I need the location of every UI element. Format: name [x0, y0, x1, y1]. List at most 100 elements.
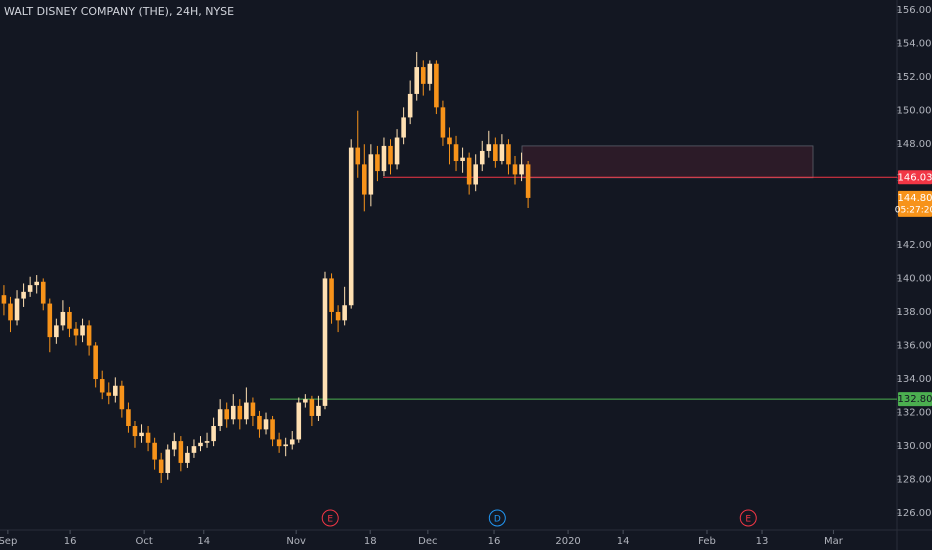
candle-body [67, 311, 72, 329]
candle-body [453, 144, 459, 162]
candle-body [250, 402, 256, 416]
candle-body [270, 419, 275, 440]
event-marker [488, 509, 506, 527]
candle-body [211, 426, 216, 442]
price-tag-label: 146.03 [898, 172, 932, 183]
price-tag [898, 392, 932, 407]
candle-body [486, 144, 492, 151]
candle-body [434, 63, 439, 108]
candle-body [466, 157, 472, 185]
candle-body [204, 441, 210, 443]
x-tick-label: Oct [136, 536, 153, 547]
x-tick-label: Sep [0, 536, 17, 547]
candle-body [447, 137, 452, 145]
candle-body [198, 442, 203, 447]
candle-body [329, 278, 334, 312]
candle-body [27, 285, 33, 292]
candle-body [257, 415, 262, 430]
candle-body [191, 446, 197, 453]
x-tick-label: Feb [698, 536, 716, 547]
candle-body [394, 137, 400, 165]
candle-body [440, 107, 446, 138]
event-label: E [327, 515, 333, 525]
candle-body [244, 402, 249, 420]
candle-body [368, 154, 374, 195]
candle-body [473, 164, 478, 185]
candle-body [126, 409, 131, 427]
price-tag-label: 132.80 [898, 394, 932, 405]
candle-body [407, 93, 413, 118]
candle-body [512, 164, 518, 175]
y-tick-label: 154.00 [897, 39, 932, 50]
candle-body [80, 325, 85, 336]
candle-body [73, 328, 79, 336]
candle-body [289, 439, 295, 445]
candle-body [152, 442, 157, 460]
candle-body [388, 145, 393, 165]
y-tick-label: 150.00 [897, 106, 932, 117]
candle-body [499, 144, 505, 162]
candle-body [342, 305, 347, 321]
x-tick-label: Nov [286, 536, 306, 547]
chart-title: WALT DISNEY COMPANY (THE), 24H, NYSE [4, 5, 234, 18]
candle-body [86, 325, 92, 346]
candle-body [296, 402, 302, 440]
candle-body [303, 399, 308, 403]
candle-body [479, 150, 485, 165]
x-tick-label: 13 [756, 536, 769, 547]
event-marker [739, 509, 757, 527]
candle-body [132, 426, 138, 437]
candle-body [460, 157, 465, 162]
event-label: E [745, 515, 751, 525]
x-tick-label: Mar [824, 536, 844, 547]
candle-body [381, 145, 387, 172]
countdown: 05:27:20 [895, 205, 932, 215]
candle-body [375, 154, 380, 172]
candle-body [283, 444, 288, 447]
candle-body [47, 303, 53, 338]
candle-body [158, 459, 164, 473]
candle-body [106, 392, 112, 396]
candle-body [99, 379, 105, 393]
x-tick-label: 14 [197, 536, 210, 547]
candle-body [1, 295, 7, 304]
candle-body [139, 432, 144, 437]
candle-body [237, 405, 243, 420]
candle-body [230, 405, 236, 420]
x-tick-label: 16 [488, 536, 501, 547]
x-tick-label: 18 [364, 536, 377, 547]
event-marker [321, 509, 339, 527]
candle-body [40, 281, 46, 304]
candle-body [309, 399, 315, 416]
candle-body [493, 144, 498, 162]
y-tick-label: 130.00 [897, 441, 932, 452]
y-tick-label: 140.00 [897, 273, 932, 284]
candle-body [93, 345, 98, 380]
candle-body [525, 164, 531, 198]
price-tag [898, 170, 932, 185]
candle-body [224, 409, 230, 420]
candle-body [348, 147, 354, 306]
y-tick-label: 138.00 [897, 307, 932, 318]
candle-body [401, 117, 406, 138]
x-tick-label: Dec [418, 536, 437, 547]
candle-body [54, 325, 59, 338]
candle-body [276, 439, 282, 447]
last-price-label: 144.80 [898, 193, 932, 204]
candle-body [14, 298, 20, 321]
candle-body [113, 385, 118, 396]
candle-body [217, 409, 223, 427]
candle-body [506, 144, 511, 165]
y-tick-label: 142.00 [897, 240, 932, 251]
last-price-tag [898, 190, 932, 217]
y-tick-label: 128.00 [897, 475, 932, 486]
y-tick-label: 152.00 [897, 72, 932, 83]
candle-body [519, 164, 524, 175]
candle-body [171, 441, 177, 450]
candle-body [165, 449, 171, 473]
y-tick-label: 134.00 [897, 374, 932, 385]
candle-body [185, 452, 190, 463]
candle-body [335, 311, 341, 321]
